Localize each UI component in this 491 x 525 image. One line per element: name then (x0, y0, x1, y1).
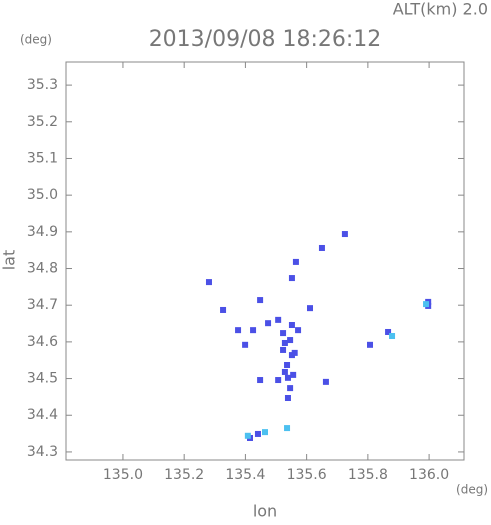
y-tick-label: 34.4 (27, 407, 58, 423)
radar-echo (322, 378, 329, 385)
radar-echo (280, 346, 287, 353)
radar-echo (291, 349, 298, 356)
x-tick-label: 135.8 (348, 467, 388, 483)
radar-echo (281, 339, 288, 346)
radar-echo (290, 371, 297, 378)
y-tick-label: 35.1 (27, 150, 58, 166)
radar-echo (287, 337, 294, 344)
radar-echo (205, 279, 212, 286)
radar-echo (254, 430, 261, 437)
radar-echo (423, 301, 430, 308)
radar-echo (242, 341, 249, 348)
chart-subtitle: ALT(km) 2.0 (393, 0, 488, 19)
radar-echo (295, 327, 302, 334)
x-tick-label: 135.0 (103, 467, 143, 483)
radar-echo (292, 258, 299, 265)
radar-echo (244, 432, 251, 439)
radar-echo (275, 377, 282, 384)
x-tick-label: 136.0 (409, 467, 449, 483)
x-tick-label: 135.2 (164, 467, 204, 483)
y-tick-label: 34.7 (27, 297, 58, 313)
y-tick-label: 35.2 (27, 114, 58, 130)
radar-echo (341, 231, 348, 238)
radar-echo (389, 333, 396, 340)
radar-echo (257, 297, 264, 304)
radar-echo (284, 374, 291, 381)
y-tick-label: 34.6 (27, 334, 58, 350)
x-tick-label: 135.4 (225, 467, 265, 483)
radar-echo (288, 275, 295, 282)
x-tick-label: 135.6 (287, 467, 327, 483)
y-tick-label: 34.9 (27, 224, 58, 240)
radar-echo (284, 361, 291, 368)
radar-echo (220, 306, 227, 313)
radar-echo (307, 305, 314, 312)
plot-frame (65, 61, 465, 461)
y-tick-label: 34.8 (27, 261, 58, 277)
y-tick-label: 34.3 (27, 444, 58, 460)
y-tick-label: 35.0 (27, 187, 58, 203)
radar-echo (318, 244, 325, 251)
radar-echo (280, 330, 287, 337)
x-axis-label: lon (253, 502, 277, 521)
radar-echo (250, 327, 257, 334)
radar-echo (281, 368, 288, 375)
radar-echo (385, 328, 392, 335)
y-axis-label: lat (0, 250, 19, 271)
radar-echo (287, 385, 294, 392)
x-unit: (deg) (456, 483, 488, 497)
radar-echo (257, 377, 264, 384)
radar-echo (284, 395, 291, 402)
radar-echo (235, 327, 242, 334)
chart-title: 2013/09/08 18:26:12 (149, 27, 382, 52)
y-tick-label: 34.5 (27, 371, 58, 387)
y-unit: (deg) (20, 33, 52, 47)
radar-echo (288, 322, 295, 329)
radar-echo (367, 341, 374, 348)
y-tick-label: 35.3 (27, 77, 58, 93)
radar-echo (265, 320, 272, 327)
radar-echo (262, 429, 268, 436)
radar-echo (275, 316, 282, 323)
radar-echo (284, 425, 291, 432)
